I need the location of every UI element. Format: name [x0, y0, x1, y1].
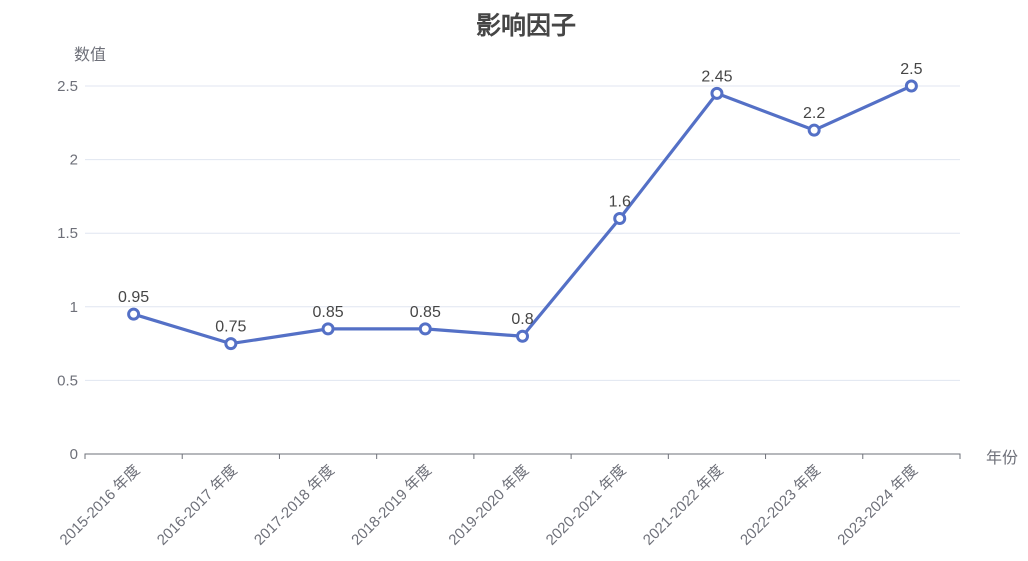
- x-tick-label: 2020-2021 年度: [543, 462, 630, 549]
- data-line: [132, 84, 913, 346]
- y-tick-label: 0.5: [57, 372, 78, 389]
- data-point-marker: [904, 79, 918, 93]
- y-tick-label: 0: [70, 446, 78, 463]
- data-point-label: 2.5: [900, 61, 922, 78]
- x-tick-label: 2015-2016 年度: [57, 462, 144, 549]
- x-tick-label: 2022-2023 年度: [737, 462, 824, 549]
- x-tick-label: 2023-2024 年度: [834, 462, 921, 549]
- data-point-label: 0.95: [118, 289, 149, 306]
- x-tick-label: 2018-2019 年度: [348, 462, 435, 549]
- data-point-marker: [807, 123, 821, 137]
- y-tick-label: 1: [70, 299, 78, 316]
- data-point-marker: [224, 337, 238, 351]
- data-point-marker: [516, 329, 529, 343]
- data-point-label: 0.85: [410, 304, 441, 321]
- x-tick-label: 2017-2018 年度: [251, 462, 338, 549]
- x-tick-label: 2016-2017 年度: [154, 462, 241, 549]
- data-point-label: 0.75: [215, 319, 246, 336]
- y-axis-name: 数值: [73, 47, 107, 64]
- x-tick-label: 2019-2020 年度: [445, 462, 532, 549]
- data-point-marker: [613, 211, 627, 225]
- y-tick-label: 2.5: [57, 78, 78, 95]
- x-axis-name: 年份: [986, 450, 1019, 467]
- y-tick-label: 2: [70, 152, 78, 169]
- data-point-label: 0.85: [312, 304, 343, 321]
- data-point-label: 0.8: [511, 311, 533, 328]
- data-point-marker: [127, 307, 141, 321]
- data-point-marker: [321, 322, 335, 336]
- data-point-label: 1.6: [609, 193, 631, 210]
- data-point-label: 2.45: [701, 68, 732, 85]
- data-point-marker: [710, 86, 724, 100]
- y-tick-label: 1.5: [57, 225, 78, 242]
- data-point-marker: [418, 322, 432, 336]
- data-point-label: 2.2: [803, 105, 825, 122]
- x-tick-label: 2021-2022 年度: [640, 462, 727, 549]
- chart-title: 影响因子: [475, 12, 577, 40]
